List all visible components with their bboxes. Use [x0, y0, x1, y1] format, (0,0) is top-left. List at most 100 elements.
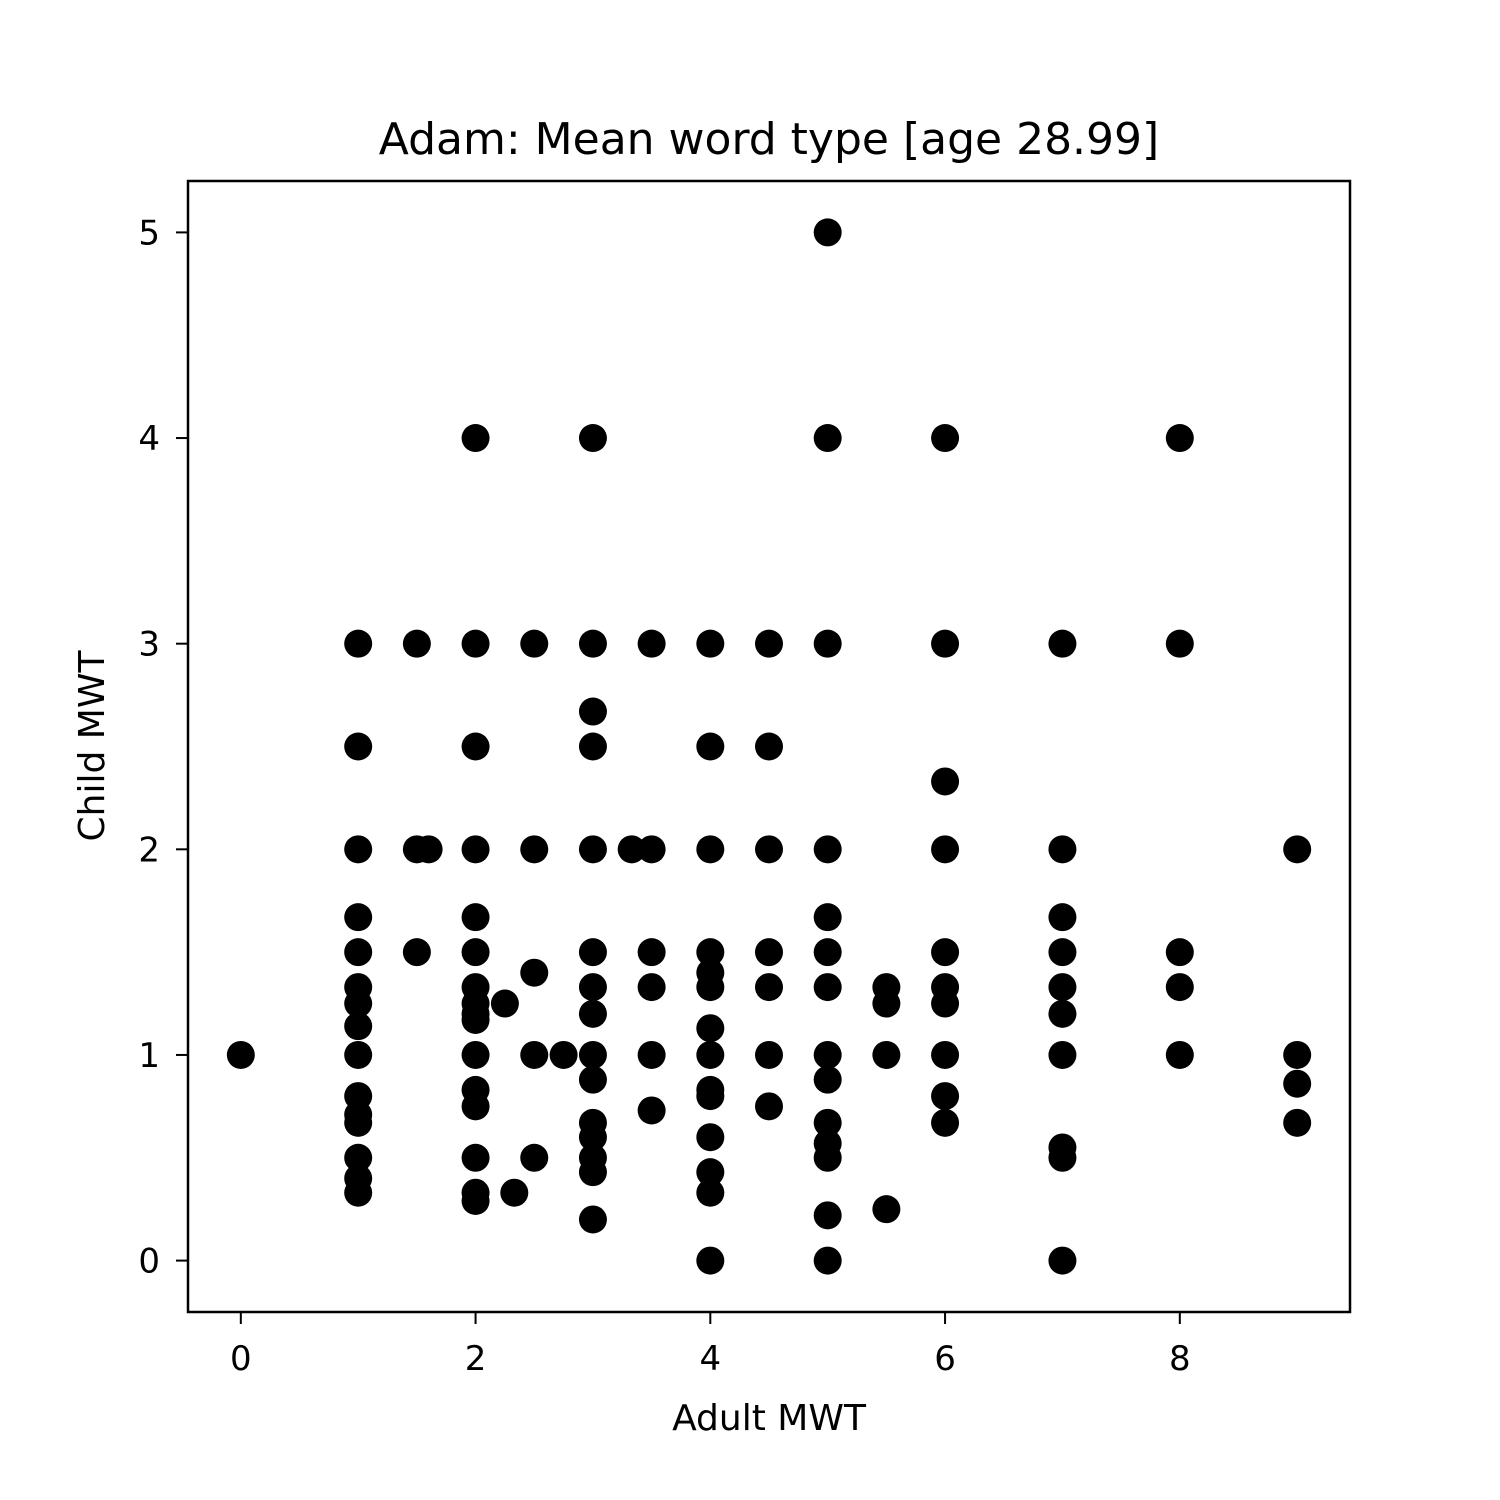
x-tick-label: 8: [1169, 1339, 1191, 1379]
data-point: [931, 767, 960, 796]
data-point: [578, 1205, 607, 1234]
data-point: [931, 1040, 960, 1069]
data-point: [696, 973, 725, 1002]
data-point: [1165, 424, 1194, 453]
data-point: [696, 1158, 725, 1187]
data-point: [637, 1040, 666, 1069]
data-point: [461, 835, 490, 864]
data-point: [1048, 973, 1077, 1002]
data-point: [578, 697, 607, 726]
data-point: [813, 424, 842, 453]
data-points: [226, 218, 1312, 1275]
data-point: [1048, 835, 1077, 864]
y-axis-ticks: 0 1 2 3 4 5: [138, 213, 188, 1282]
data-point: [813, 1246, 842, 1275]
data-point: [696, 1246, 725, 1275]
data-point: [461, 903, 490, 932]
data-point: [813, 1040, 842, 1069]
data-point: [637, 1096, 666, 1125]
data-point: [344, 1040, 373, 1069]
data-point: [344, 903, 373, 932]
data-point: [637, 835, 666, 864]
data-point: [578, 1040, 607, 1069]
y-tick-label: 5: [138, 213, 160, 253]
data-point: [520, 958, 549, 987]
data-point: [696, 938, 725, 967]
y-tick-label: 0: [138, 1242, 160, 1282]
data-point: [755, 938, 783, 967]
data-point: [696, 629, 725, 658]
y-tick-label: 3: [138, 625, 160, 665]
data-point: [931, 1108, 960, 1137]
data-point: [813, 973, 842, 1002]
data-point: [696, 1014, 725, 1043]
data-point: [1165, 1040, 1194, 1069]
data-point: [1283, 1069, 1312, 1098]
data-point: [461, 732, 490, 761]
data-point: [344, 938, 373, 967]
data-point: [344, 1108, 373, 1137]
data-point: [344, 989, 373, 1018]
data-point: [637, 629, 666, 658]
data-point: [813, 938, 842, 967]
data-point: [578, 999, 607, 1028]
data-point: [755, 629, 783, 658]
data-point: [549, 1040, 578, 1069]
x-tick-label: 0: [230, 1339, 252, 1379]
data-point: [578, 973, 607, 1002]
data-point: [1283, 1108, 1312, 1137]
data-point: [1048, 903, 1077, 932]
data-point: [637, 938, 666, 967]
data-point: [931, 424, 960, 453]
data-point: [578, 424, 607, 453]
data-point: [490, 989, 519, 1018]
data-point: [755, 732, 783, 761]
data-point: [617, 835, 646, 864]
data-point: [1048, 1246, 1077, 1275]
data-point: [872, 1040, 901, 1069]
data-point: [578, 1065, 607, 1094]
data-point: [1048, 938, 1077, 967]
data-point: [1283, 1040, 1312, 1069]
data-point: [402, 938, 431, 967]
data-point: [578, 1158, 607, 1187]
data-point: [1165, 938, 1194, 967]
data-point: [931, 938, 960, 967]
data-point: [1048, 1143, 1077, 1172]
data-point: [872, 1195, 901, 1224]
plot-frame: [186, 179, 1352, 1314]
data-point: [461, 1186, 490, 1215]
data-point: [931, 1082, 960, 1111]
data-point: [696, 1123, 725, 1152]
data-point: [637, 973, 666, 1002]
data-point: [461, 1040, 490, 1069]
data-point: [578, 732, 607, 761]
data-point: [872, 989, 901, 1018]
data-point: [931, 835, 960, 864]
y-tick-label: 2: [138, 830, 160, 870]
data-point: [931, 629, 960, 658]
y-tick-label: 1: [138, 1036, 160, 1076]
x-axis-ticks: 0 2 4 6 8: [230, 1312, 1191, 1379]
data-point: [578, 938, 607, 967]
data-point: [344, 629, 373, 658]
data-point: [755, 973, 783, 1002]
data-point: [226, 1040, 255, 1069]
x-tick-label: 6: [934, 1339, 956, 1379]
data-point: [696, 1082, 725, 1111]
data-point: [500, 1178, 529, 1207]
data-point: [344, 835, 373, 864]
data-point: [578, 835, 607, 864]
data-point: [813, 903, 842, 932]
data-point: [696, 1040, 725, 1069]
data-point: [1165, 629, 1194, 658]
data-point: [755, 1092, 783, 1121]
chart-title: Adam: Mean word type [age 28.99]: [379, 114, 1159, 165]
data-point: [813, 835, 842, 864]
data-point: [344, 732, 373, 761]
data-point: [813, 629, 842, 658]
data-point: [813, 1143, 842, 1172]
data-point: [461, 1092, 490, 1121]
data-point: [461, 938, 490, 967]
